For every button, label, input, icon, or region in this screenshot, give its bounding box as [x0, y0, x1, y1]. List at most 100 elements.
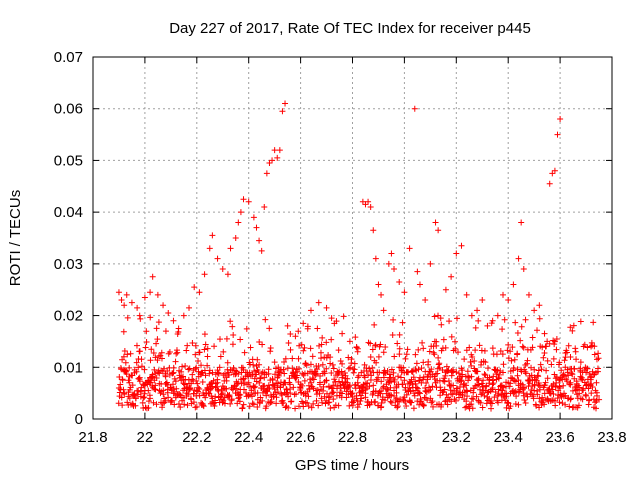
- x-tick-label: 22.2: [182, 429, 211, 446]
- data-point: [375, 281, 382, 288]
- data-point: [309, 375, 316, 382]
- data-point: [591, 343, 598, 350]
- data-point: [429, 383, 436, 390]
- data-point: [396, 351, 403, 358]
- data-point: [289, 365, 296, 372]
- data-point: [515, 255, 522, 262]
- data-point: [427, 386, 434, 393]
- data-point: [530, 395, 537, 402]
- y-tick-label: 0.03: [54, 256, 83, 273]
- data-point: [243, 325, 250, 332]
- data-point: [442, 344, 449, 351]
- data-point: [576, 390, 583, 397]
- data-point: [224, 271, 231, 278]
- data-point: [244, 381, 251, 388]
- data-point: [463, 382, 470, 389]
- data-point: [201, 331, 208, 338]
- x-tick-label: 23.2: [442, 429, 471, 446]
- data-point: [330, 382, 337, 389]
- data-point: [358, 395, 365, 402]
- data-point: [245, 198, 252, 205]
- data-point: [185, 391, 192, 398]
- data-point: [372, 342, 379, 349]
- data-point: [541, 330, 548, 337]
- data-point: [463, 291, 470, 298]
- data-point: [561, 373, 568, 380]
- data-point: [180, 312, 187, 319]
- data-point: [504, 347, 511, 354]
- data-point: [175, 329, 182, 336]
- data-point: [313, 370, 320, 377]
- data-point: [553, 335, 560, 342]
- y-tick-label: 0.02: [54, 308, 83, 325]
- data-point: [428, 399, 435, 406]
- x-tick-label: 22: [137, 429, 154, 446]
- data-point: [230, 332, 237, 339]
- data-point: [323, 377, 330, 384]
- data-point: [300, 403, 307, 410]
- data-point: [202, 341, 209, 348]
- data-point: [504, 399, 511, 406]
- data-point: [199, 378, 206, 385]
- data-point: [380, 374, 387, 381]
- data-point: [403, 403, 410, 410]
- data-point: [401, 289, 408, 296]
- data-point: [468, 395, 475, 402]
- data-point: [503, 379, 510, 386]
- data-point: [481, 392, 488, 399]
- data-point: [196, 289, 203, 296]
- data-point: [390, 316, 397, 323]
- data-point: [354, 404, 361, 411]
- data-point: [341, 370, 348, 377]
- data-point: [595, 350, 602, 357]
- data-point: [501, 316, 508, 323]
- data-point: [466, 344, 473, 351]
- data-point: [497, 367, 504, 374]
- data-point: [211, 402, 218, 409]
- data-point: [338, 368, 345, 375]
- data-point: [146, 392, 153, 399]
- data-point: [135, 364, 142, 371]
- data-point: [159, 404, 166, 411]
- data-point: [561, 390, 568, 397]
- data-point: [120, 386, 127, 393]
- data-point: [200, 402, 207, 409]
- data-point: [411, 105, 418, 112]
- data-point: [406, 245, 413, 252]
- data-point: [579, 396, 586, 403]
- data-point: [315, 363, 322, 370]
- data-point: [519, 343, 526, 350]
- data-point: [507, 403, 514, 410]
- data-point: [296, 342, 303, 349]
- data-point: [204, 353, 211, 360]
- data-point: [435, 354, 442, 361]
- data-point: [226, 392, 233, 399]
- data-point: [512, 319, 519, 326]
- x-tick-label: 23: [396, 429, 413, 446]
- data-point: [457, 378, 464, 385]
- data-point: [391, 376, 398, 383]
- data-point: [377, 341, 384, 348]
- data-point: [539, 344, 546, 351]
- data-point: [127, 350, 134, 357]
- data-point: [524, 393, 531, 400]
- data-point: [557, 116, 564, 123]
- data-point: [193, 377, 200, 384]
- data-point: [396, 331, 403, 338]
- data-point: [386, 391, 393, 398]
- x-tick-label: 22.4: [234, 429, 263, 446]
- data-point: [389, 332, 396, 339]
- data-point: [435, 312, 442, 319]
- y-tick-label: 0.07: [54, 49, 83, 66]
- data-point: [195, 358, 202, 365]
- data-point: [267, 344, 274, 351]
- data-point: [455, 370, 462, 377]
- data-point: [445, 377, 452, 384]
- data-point: [375, 353, 382, 360]
- data-point: [396, 345, 403, 352]
- data-point: [490, 380, 497, 387]
- data-point: [514, 366, 521, 373]
- data-point: [594, 365, 601, 372]
- data-point: [413, 360, 420, 367]
- data-point: [241, 386, 248, 393]
